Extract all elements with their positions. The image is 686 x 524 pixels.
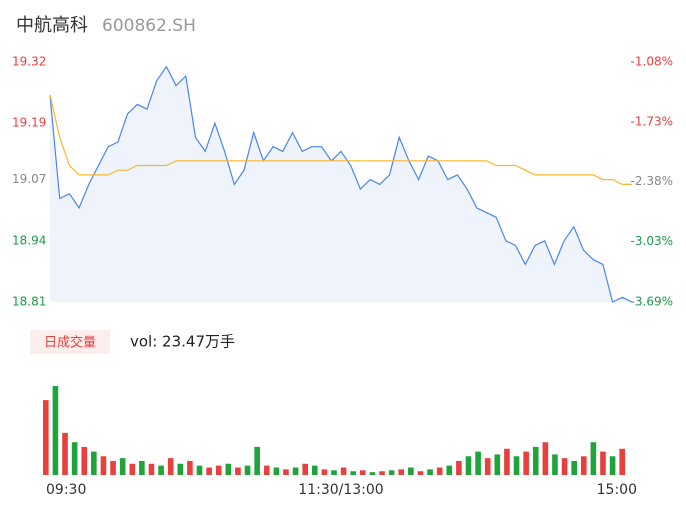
- volume-bar: [81, 446, 88, 475]
- volume-bar: [360, 470, 366, 475]
- volume-bar: [254, 446, 260, 475]
- volume-bar: [465, 456, 472, 475]
- volume-bar: [177, 463, 184, 475]
- volume-bar: [331, 470, 337, 475]
- volume-bar: [590, 442, 597, 475]
- volume-bar: [456, 460, 462, 475]
- volume-bar: [225, 463, 232, 475]
- stock-code: 600862.SH: [102, 16, 196, 36]
- volume-bar: [263, 465, 270, 475]
- volume-bar: [408, 467, 414, 475]
- y2-tick-label: -3.03%: [631, 234, 673, 248]
- volume-total: vol: 23.47万手: [130, 333, 235, 351]
- price-area: [50, 66, 632, 302]
- volume-bar: [100, 456, 107, 475]
- volume-bar: [619, 448, 625, 475]
- volume-bar: [215, 465, 222, 475]
- x-tick-label: 15:00: [597, 482, 637, 498]
- volume-bar: [110, 460, 116, 475]
- volume-bar: [187, 460, 193, 475]
- volume-bar: [523, 451, 529, 475]
- x-tick-label: 09:30: [46, 482, 86, 498]
- volume-bar: [427, 469, 433, 475]
- volume-bar: [148, 463, 155, 475]
- volume-bar: [494, 454, 501, 475]
- volume-bar: [235, 467, 241, 475]
- volume-bar: [167, 458, 174, 475]
- stock-name: 中航高科: [16, 15, 88, 36]
- volume-bar: [283, 469, 289, 475]
- volume-bar: [609, 456, 616, 475]
- volume-title: 日成交量: [44, 335, 96, 351]
- y2-tick-label: -3.69%: [631, 295, 673, 309]
- volume-bar: [513, 456, 520, 475]
- volume-bar: [552, 454, 558, 475]
- volume-bar: [340, 467, 347, 475]
- volume-bar: [350, 471, 357, 475]
- volume-bar: [379, 471, 385, 475]
- volume-bar: [244, 465, 251, 475]
- volume-bar: [532, 446, 539, 475]
- volume-bar: [580, 456, 587, 475]
- volume-bar: [292, 467, 299, 475]
- volume-bar: [475, 451, 481, 475]
- volume-bar: [369, 472, 376, 475]
- volume-bar: [62, 432, 68, 475]
- y2-tick-label: -2.38%: [631, 174, 673, 188]
- average-line: [49, 94, 632, 185]
- x-tick-label: 11:30/13:00: [298, 482, 383, 498]
- y-tick-label: 19.07: [12, 172, 46, 186]
- volume-bar: [71, 442, 78, 475]
- volume-bar: [504, 448, 510, 475]
- y2-tick-label: -1.73%: [631, 114, 673, 128]
- volume-bar: [52, 386, 59, 475]
- volume-bar: [196, 465, 203, 475]
- volume-badge: [30, 330, 110, 354]
- volume-bar: [600, 451, 606, 475]
- volume-bar: [206, 467, 212, 475]
- volume-bar: [43, 400, 49, 475]
- volume-bar: [388, 470, 395, 475]
- volume-bar: [417, 471, 424, 475]
- volume-bar: [398, 469, 405, 475]
- price-line: [49, 65, 633, 303]
- volume-bar: [139, 460, 145, 475]
- volume-bar: [158, 465, 164, 475]
- volume-bar: [542, 442, 549, 475]
- volume-bar: [302, 463, 308, 475]
- y-tick-label: 19.32: [12, 55, 46, 69]
- volume-bar: [273, 467, 280, 475]
- y-tick-label: 19.19: [12, 116, 46, 130]
- volume-bar: [91, 451, 97, 475]
- volume-bar: [436, 467, 443, 475]
- volume-bar: [129, 463, 136, 475]
- y-tick-label: 18.94: [12, 233, 46, 247]
- volume-bar: [561, 458, 568, 475]
- volume-bar: [321, 469, 328, 475]
- volume-bar: [311, 465, 318, 475]
- y-tick-label: 18.81: [12, 295, 46, 309]
- y2-tick-label: -1.08%: [631, 55, 673, 69]
- volume-bar: [119, 458, 126, 475]
- volume-bar: [446, 465, 453, 475]
- volume-bar: [484, 458, 491, 475]
- volume-bar: [571, 460, 577, 475]
